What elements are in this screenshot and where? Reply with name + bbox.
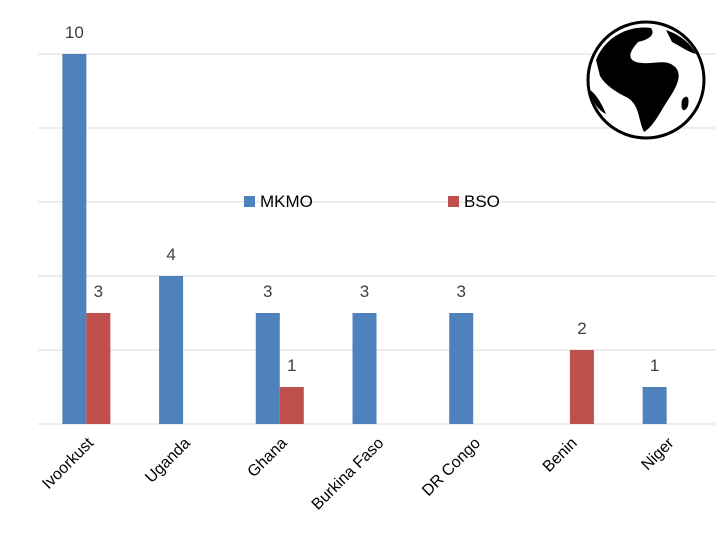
- bar-mkmo-dr-congo: [449, 313, 474, 424]
- category-label: Ivoorkust: [39, 434, 97, 492]
- category-label: Burkina Faso: [309, 435, 388, 514]
- data-label: 2: [577, 319, 586, 338]
- gridlines: [38, 53, 715, 425]
- category-label: Niger: [638, 434, 678, 474]
- data-label: 3: [456, 282, 465, 301]
- legend-label-bso: BSO: [464, 192, 500, 211]
- legend-swatch-mkmo: [244, 196, 255, 207]
- bar-mkmo-niger: [642, 387, 667, 424]
- category-labels: Ivoorkust Uganda Ghana Burkina Faso DR Congo…: [39, 434, 678, 513]
- data-label: 4: [166, 245, 175, 264]
- category-label: Ghana: [245, 435, 291, 481]
- data-label: 3: [360, 282, 369, 301]
- data-label: 1: [650, 356, 659, 375]
- category-label: Uganda: [142, 435, 194, 487]
- legend-swatch-bso: [448, 196, 459, 207]
- bar-bso-benin: [569, 350, 594, 424]
- bar-mkmo-burkina-faso: [352, 313, 377, 424]
- data-labels: 10 3 4 3 1 3 3 2 1: [65, 23, 659, 375]
- globe-icon: [586, 20, 706, 140]
- data-label: 1: [287, 356, 296, 375]
- bars: [62, 54, 667, 424]
- bar-bso-ivoorkust: [86, 313, 111, 424]
- bar-mkmo-uganda: [159, 276, 184, 424]
- bar-bso-ghana: [279, 387, 304, 424]
- category-label: DR Congo: [419, 435, 484, 500]
- data-label: 3: [263, 282, 272, 301]
- bar-mkmo-ivoorkust: [62, 54, 87, 424]
- category-label: Benin: [540, 435, 581, 476]
- data-label: 3: [94, 282, 103, 301]
- legend-label-mkmo: MKMO: [260, 192, 313, 211]
- bar-mkmo-ghana: [255, 313, 280, 424]
- data-label: 10: [65, 23, 84, 42]
- legend: MKMO BSO: [244, 192, 500, 211]
